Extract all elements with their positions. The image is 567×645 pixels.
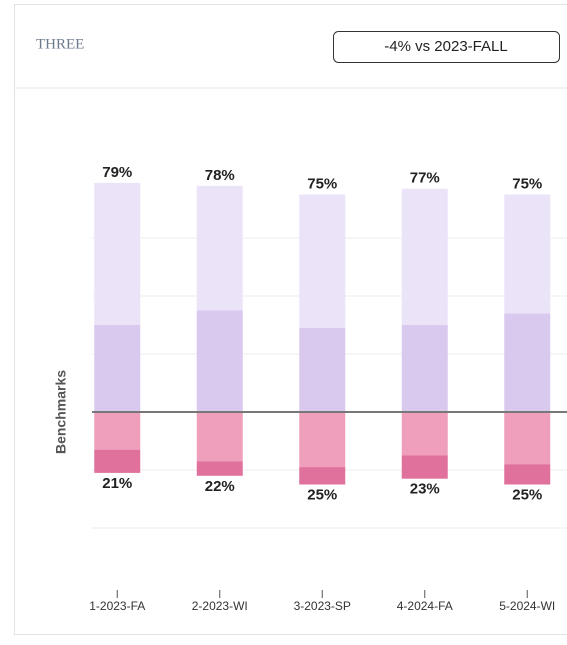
bar-segment	[299, 467, 345, 484]
bar-segment	[197, 461, 243, 476]
y-axis-label: Benchmarks	[53, 370, 69, 454]
x-tick-label: 1-2023-FA	[89, 599, 145, 613]
bar-segment	[94, 450, 140, 473]
total-label: 21%	[102, 475, 132, 492]
bar-segment	[197, 311, 243, 413]
bar-segment	[402, 456, 448, 479]
total-label: 25%	[307, 486, 337, 503]
total-label: 23%	[410, 481, 440, 498]
total-label: 75%	[512, 175, 542, 192]
total-label: 75%	[307, 175, 337, 192]
card-title: THREE	[36, 36, 84, 52]
bar-segment	[299, 195, 345, 328]
x-tick-label: 5-2024-WI	[499, 599, 555, 613]
bar-segment	[299, 328, 345, 412]
bar-segment	[197, 186, 243, 311]
total-label: 77%	[410, 170, 440, 187]
bar-segment	[402, 412, 448, 456]
total-label: 78%	[205, 167, 235, 184]
x-tick-label: 4-2024-FA	[397, 599, 453, 613]
bar-segment	[299, 412, 345, 467]
badge-text: -4% vs 2023-FALL	[384, 38, 507, 55]
bar-segment	[94, 183, 140, 325]
bar-segment	[94, 325, 140, 412]
total-label: 22%	[205, 478, 235, 495]
x-tick-label: 3-2023-SP	[294, 599, 351, 613]
bar-segment	[197, 412, 243, 461]
bar-segment	[94, 412, 140, 450]
x-tick-label: 2-2023-WI	[192, 599, 248, 613]
bar-segment	[402, 325, 448, 412]
bar-segment	[504, 412, 550, 464]
bar-segment	[504, 313, 550, 412]
total-label: 25%	[512, 486, 542, 503]
bar-segment	[402, 189, 448, 325]
bar-segment	[504, 195, 550, 314]
bar-segment	[504, 464, 550, 484]
total-label: 79%	[102, 164, 132, 181]
